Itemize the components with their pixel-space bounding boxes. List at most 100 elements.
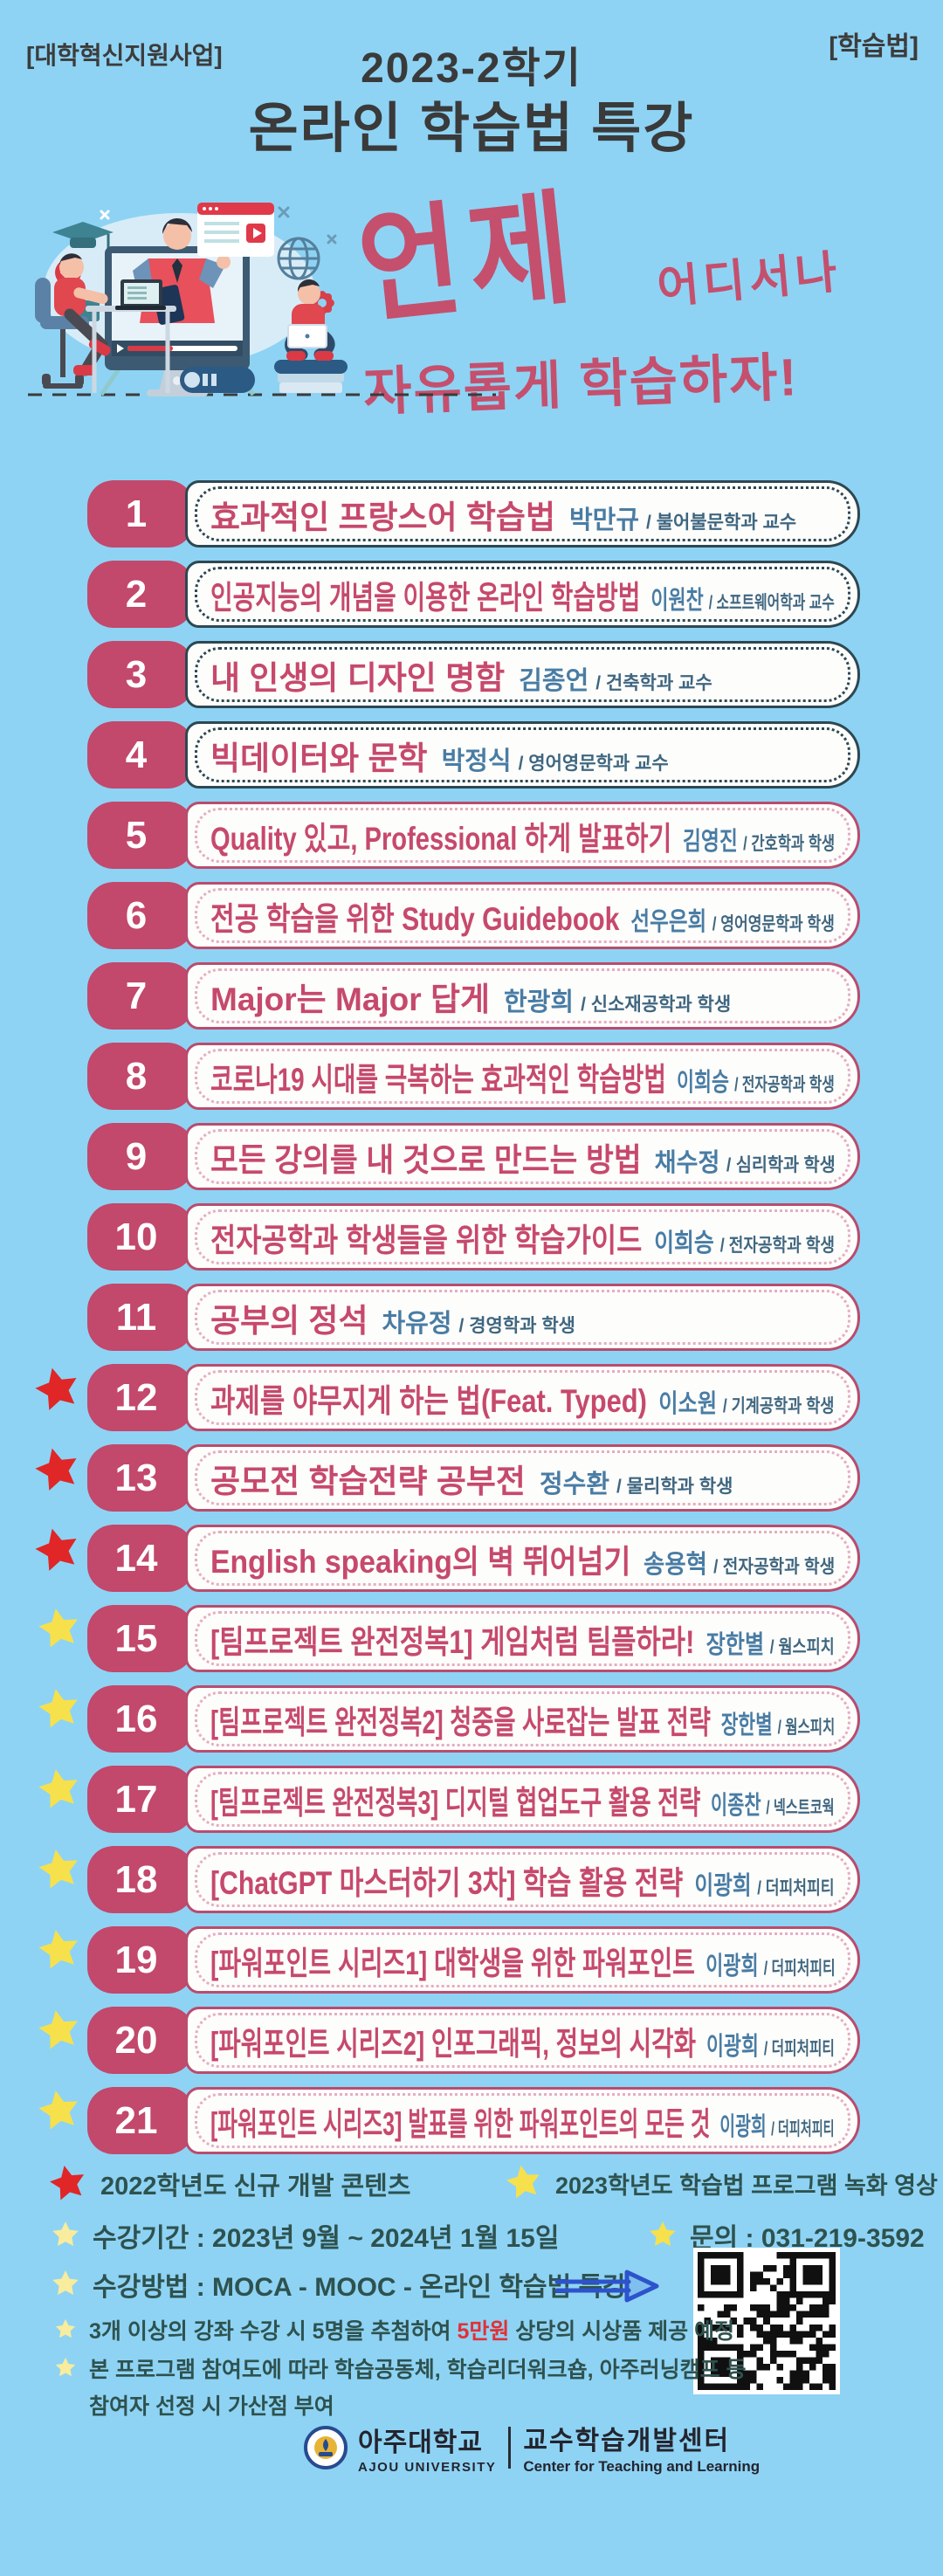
lecture-row: 4 빅데이터와 문학 박정식 / 영어영문학과 교수 (87, 721, 860, 789)
lecture-title: English speaking의 벽 뛰어넘기 (210, 1543, 631, 1580)
lecture-row: 14 English speaking의 벽 뛰어넘기 송용혁 / 전자공학과 … (35, 1525, 860, 1592)
laptop-icon (115, 279, 166, 310)
lecture-number-tab (87, 2007, 194, 2074)
star-bullet-icon (55, 2318, 76, 2338)
lecture-number-tab (87, 1444, 194, 1512)
lecture-number: 12 (114, 1375, 158, 1419)
lecture-number: 4 (125, 733, 148, 776)
instructor-affiliation: / 넥스트코웍 (766, 1797, 835, 1818)
instructor-name: 이광희 (719, 2112, 767, 2141)
lecture-row: 9 모든 강의를 내 것으로 만드는 방법 채수정 / 심리학과 학생 (87, 1123, 860, 1190)
center-name: 교수학습개발센터 Center for Teaching and Learnin… (523, 2419, 760, 2476)
course-period-row: 수강기간 : 2023년 9월 ~ 2024년 1월 15일 (51, 2216, 559, 2255)
instructor-affiliation: / 기계공학과 학생 (722, 1395, 835, 1416)
lecture-number-tab (87, 1043, 194, 1110)
lecture-pill-content: [파워포인트 시리즈3] 발표를 위한 파워포인트의 모든 것 이광희 / 더피… (210, 2097, 835, 2145)
category-tag: [학습법] (829, 32, 919, 61)
lecture-pill: 코로나19 시대를 극복하는 효과적인 학습방법 이희승 / 전자공학과 학생 (185, 1043, 860, 1110)
instructor-name: 이광희 (694, 1871, 752, 1900)
featured-star-icon (28, 1360, 87, 1420)
lecture-row: 8 코로나19 시대를 극복하는 효과적인 학습방법 이희승 / 전자공학과 학… (87, 1043, 860, 1110)
lecture-pill: 공부의 정석 차유정 / 경영학과 학생 (185, 1284, 860, 1351)
lecture-number: 2 (125, 572, 148, 616)
lecture-row: 7 Major는 Major 답게 한광희 / 신소재공학과 학생 (87, 962, 860, 1030)
instructor-affiliation: / 영어영문학과 학생 (712, 913, 835, 934)
lecture-pill-content: English speaking의 벽 뛰어넘기 송용혁 / 전자공학과 학생 (210, 1535, 835, 1582)
lecture-number-tab (87, 962, 194, 1030)
lecture-row: 1 효과적인 프랑스어 학습법 박만규 / 불어불문학과 교수 (87, 480, 860, 548)
lecture-pill: 공모전 학습전략 공부전 정수환 / 물리학과 학생 (185, 1444, 860, 1512)
sparkle-icons (100, 206, 337, 245)
lecture-pill: [파워포인트 시리즈1] 대학생을 위한 파워포인트 이광희 / 더피처피티 (185, 1926, 860, 1994)
lecture-number: 6 (125, 893, 148, 937)
featured-star-icon (33, 2085, 86, 2138)
lecture-number: 1 (125, 492, 148, 535)
lecture-pill: English speaking의 벽 뛰어넘기 송용혁 / 전자공학과 학생 (185, 1525, 860, 1592)
lecture-pill: 빅데이터와 문학 박정식 / 영어영문학과 교수 (185, 721, 860, 789)
globe-icon (277, 237, 320, 280)
lecture-row: 18 [ChatGPT 마스터하기 3차] 학습 활용 전략 이광희 / 더피처… (38, 1846, 860, 1913)
bonus-note-continued: 참여자 선정 시 가산점 부여 (89, 2394, 334, 2419)
instructor-name: 장한별 (706, 1630, 765, 1659)
lecture-row: 19 [파워포인트 시리즈1] 대학생을 위한 파워포인트 이광희 / 더피처피… (38, 1926, 860, 1994)
prize-note: 3개 이상의 강좌 수강 시 5명을 추첨하여 5만원 상당의 시상품 제공 예… (89, 2314, 734, 2345)
instructor-affiliation: / 물리학과 학생 (616, 1476, 733, 1497)
instructor-affiliation: / 더피처피티 (763, 1958, 836, 1979)
lecture-number: 17 (114, 1777, 158, 1821)
lecture-number-tab (87, 1364, 194, 1431)
instructor-name: 정수환 (539, 1470, 610, 1498)
instructor-name: 박정식 (441, 747, 512, 775)
lecture-number: 8 (125, 1054, 148, 1098)
apple-logo-dot (173, 376, 182, 385)
prize-note-pre: 3개 이상의 강좌 수강 시 5명을 추첨하여 (89, 2319, 458, 2344)
lecture-title: [파워포인트 시리즈2] 인포그래픽, 정보의 시각화 (210, 2025, 697, 2062)
lecture-number-tab (87, 1605, 194, 1672)
lecture-number: 18 (114, 1857, 158, 1901)
center-name-kr: 교수학습개발센터 (523, 2427, 731, 2455)
lecture-title: 인공지능의 개념을 이용한 온라인 학습방법 (210, 579, 641, 616)
lecture-title: [파워포인트 시리즈1] 대학생을 위한 파워포인트 (210, 1945, 695, 1981)
instructor-affiliation: / 전자공학과 학생 (713, 1556, 836, 1577)
lecture-number: 3 (125, 652, 148, 696)
lecture-pill: Quality 있고, Professional 하게 발표하기 김영진 / 간… (185, 802, 860, 869)
lecture-row: 20 [파워포인트 시리즈2] 인포그래픽, 정보의 시각화 이광희 / 더피처… (38, 2007, 860, 2074)
lecture-title: [ChatGPT 마스터하기 3차] 학습 활용 전략 (210, 1864, 684, 1901)
instructor-affiliation: / 경영학과 학생 (458, 1315, 575, 1336)
lecture-pill-content: [팀프로젝트 완전정복2] 청중을 사로잡는 발표 전략 장한별 / 웜스피치 (210, 1696, 835, 1743)
lecture-title: [팀프로젝트 완전정복3] 디지털 협업도구 활용 전략 (210, 1784, 701, 1821)
lecture-pill-content: Major는 Major 답게 한광희 / 신소재공학과 학생 (210, 973, 731, 1020)
instructor-name: 차유정 (382, 1309, 452, 1338)
lecture-number: 5 (125, 813, 148, 857)
lecture-title: Quality 있고, Professional 하게 발표하기 (210, 820, 672, 857)
white-laptop-icon (287, 324, 327, 348)
star-bullet-icon (52, 2221, 79, 2247)
featured-star-icon (33, 1844, 86, 1897)
lecture-number-tab (87, 1123, 194, 1190)
instructor-name: 채수정 (654, 1148, 720, 1177)
lecture-row: 13 공모전 학습전략 공부전 정수환 / 물리학과 학생 (35, 1444, 860, 1512)
instructor-affiliation: / 더피처피티 (763, 2038, 835, 2059)
lecture-title: 공모전 학습전략 공부전 (210, 1463, 526, 1499)
lecture-pill-content: 공모전 학습전략 공부전 정수환 / 물리학과 학생 (210, 1455, 733, 1502)
lecture-title: 과제를 야무지게 하는 법(Feat. Typed) (210, 1382, 647, 1419)
red-star-icon (50, 2166, 85, 2201)
instructor-affiliation: / 전자공학과 학생 (734, 1074, 835, 1095)
instructor-name: 이광희 (706, 2032, 759, 2061)
legend-recorded-video: 2023학년도 학습법 프로그램 녹화 영상 (505, 2164, 938, 2202)
lecture-pill-content: [파워포인트 시리즈1] 대학생을 위한 파워포인트 이광희 / 더피처피티 (210, 1937, 836, 1984)
page-title: 온라인 학습법 특강 (248, 99, 695, 159)
lecture-number-tab (87, 1203, 194, 1271)
lecture-number: 13 (114, 1456, 158, 1499)
lecture-number: 21 (114, 2098, 158, 2142)
footer-divider (508, 2426, 512, 2469)
lecture-title: 전자공학과 학생들을 위한 학습가이드 (210, 1222, 643, 1258)
program-tag: [대학혁신지원사업] (26, 42, 223, 69)
legend-red-label: 2022학년도 신규 개발 콘텐츠 (100, 2173, 411, 2201)
lecture-number-tab (87, 1284, 194, 1351)
lecture-pill-content: 과제를 야무지게 하는 법(Feat. Typed) 이소원 / 기계공학과 학… (210, 1374, 834, 1422)
course-method: 수강방법 : MOCA - MOOC - 온라인 학습법 특강 (93, 2273, 627, 2302)
star-bullet-icon (52, 2270, 79, 2296)
center-name-en: Center for Teaching and Learning (523, 2458, 761, 2475)
lecture-number-tab (87, 1846, 194, 1913)
